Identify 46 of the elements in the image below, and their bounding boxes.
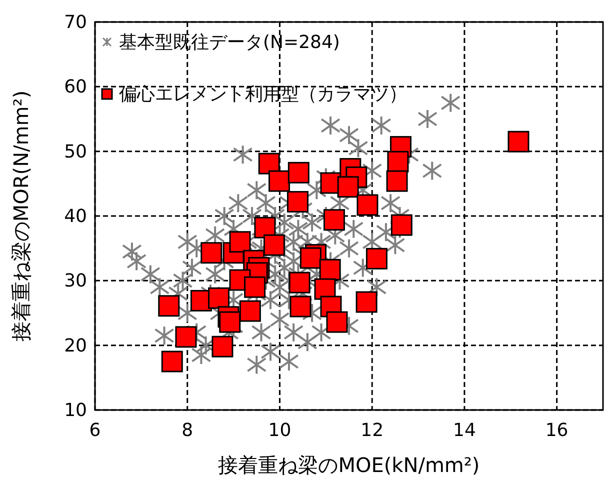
point [258, 152, 280, 174]
x-tick-label: 16 [545, 420, 568, 441]
point [326, 311, 348, 333]
point [263, 234, 285, 256]
point [386, 170, 408, 192]
point [288, 162, 310, 184]
point [288, 272, 310, 294]
y-tick-label: 40 [64, 206, 87, 227]
point [387, 150, 409, 172]
point [244, 276, 266, 298]
x-axis-title: 接着重ね梁のMOE(kN/mm²) [218, 453, 480, 477]
y-tick-label: 50 [64, 141, 87, 162]
point [161, 350, 183, 372]
point [337, 176, 359, 198]
point [356, 291, 378, 313]
point [290, 296, 312, 318]
point [208, 287, 230, 309]
point [219, 311, 241, 333]
point [323, 209, 345, 231]
point [366, 248, 388, 270]
point [300, 247, 322, 269]
point [200, 242, 222, 264]
y-tick-label: 30 [64, 270, 87, 292]
point [268, 170, 290, 192]
point [319, 258, 341, 280]
point [212, 336, 234, 358]
legend-label: 基本型既往データ(N=284) [119, 32, 340, 53]
y-tick-label: 10 [64, 400, 87, 421]
point [229, 231, 251, 253]
y-tick-label: 20 [64, 335, 87, 356]
point [254, 216, 276, 238]
y-tick-label: 60 [64, 76, 87, 98]
point [175, 326, 197, 348]
y-axis-title: 接着重ね梁のMOR(N/mm²) [9, 90, 33, 342]
point [286, 191, 308, 213]
point [508, 130, 530, 152]
x-tick-label: 12 [360, 420, 384, 441]
x-tick-label: 14 [453, 420, 476, 441]
x-tick-label: 8 [182, 420, 194, 441]
y-tick-label: 70 [64, 12, 87, 33]
x-tick-label: 6 [89, 420, 101, 441]
point [158, 295, 180, 317]
point [390, 214, 412, 236]
point [239, 300, 261, 322]
point [356, 194, 378, 216]
x-tick-label: 10 [268, 420, 292, 441]
